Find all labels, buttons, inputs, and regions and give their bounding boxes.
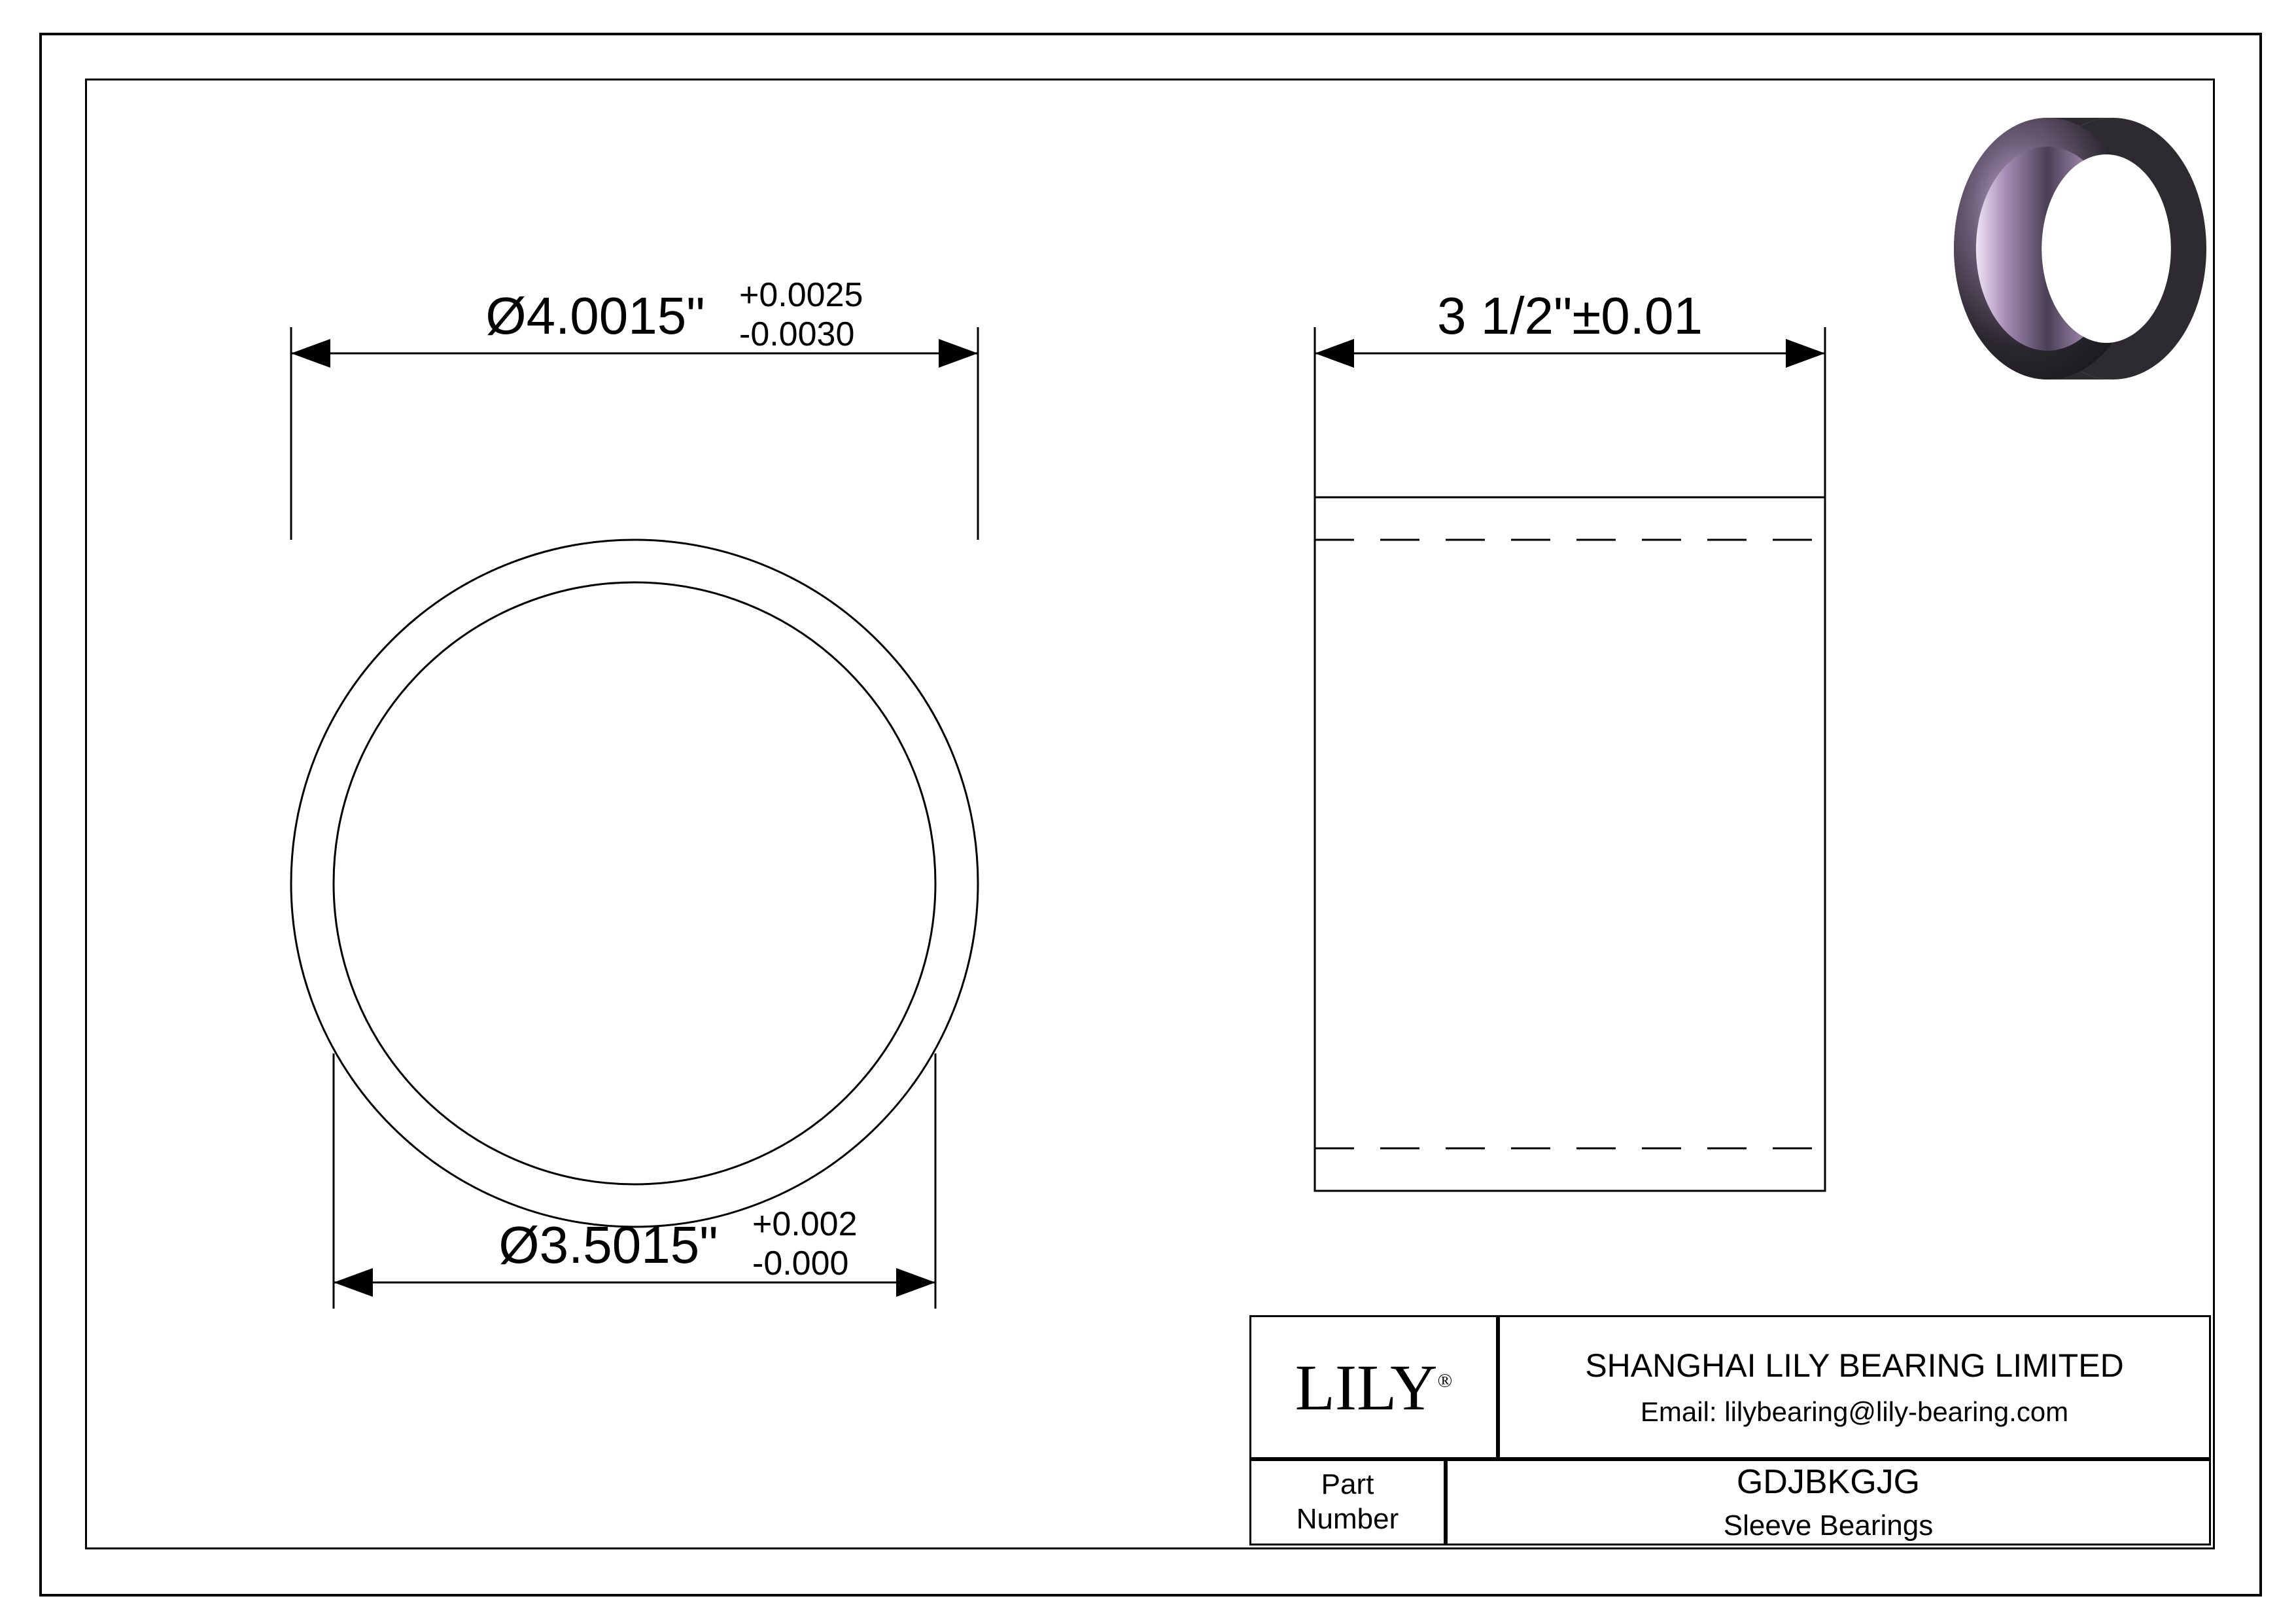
dim-length: 3 1/2"±0.01 (1315, 287, 1825, 497)
outer-diameter-circle (291, 540, 978, 1227)
dim-outer-diameter: Ø4.0015" +0.0025 -0.0030 (291, 276, 978, 540)
side-outline (1315, 497, 1825, 1191)
id-value: Ø3.5015" (498, 1216, 718, 1274)
part-number-label-2: Number (1296, 1502, 1399, 1537)
brand-registered: ® (1437, 1369, 1452, 1391)
side-view: 3 1/2"±0.01 (1315, 287, 1825, 1191)
part-number-cell: GDJBKGJG Sleeve Bearings (1446, 1459, 2211, 1545)
isometric-render (1954, 118, 2206, 380)
front-view: Ø4.0015" +0.0025 -0.0030 Ø3.5015" +0.002… (291, 276, 978, 1309)
od-tol-minus: -0.0030 (739, 315, 854, 353)
company-email: Email: lilybearing@lily-bearing.com (1641, 1396, 2068, 1428)
part-number-label-cell: Part Number (1249, 1459, 1446, 1545)
brand-cell: LILY® (1249, 1315, 1498, 1459)
part-number-label-1: Part (1321, 1468, 1374, 1502)
brand-text: LILY (1295, 1351, 1438, 1424)
id-tol-minus: -0.000 (752, 1244, 848, 1282)
part-description: Sleeve Bearings (1724, 1509, 1933, 1542)
part-number: GDJBKGJG (1737, 1462, 1920, 1502)
company-name: SHANGHAI LILY BEARING LIMITED (1585, 1347, 2123, 1385)
od-value: Ø4.0015" (485, 287, 704, 345)
od-tol-plus: +0.0025 (739, 276, 863, 314)
length-value: 3 1/2"±0.01 (1437, 287, 1703, 345)
titleblock: LILY® SHANGHAI LILY BEARING LIMITED Emai… (1249, 1315, 2211, 1545)
company-cell: SHANGHAI LILY BEARING LIMITED Email: lil… (1498, 1315, 2211, 1459)
dim-inner-diameter: Ø3.5015" +0.002 -0.000 (334, 1053, 935, 1309)
id-tol-plus: +0.002 (752, 1205, 858, 1243)
inner-diameter-circle (334, 582, 935, 1184)
